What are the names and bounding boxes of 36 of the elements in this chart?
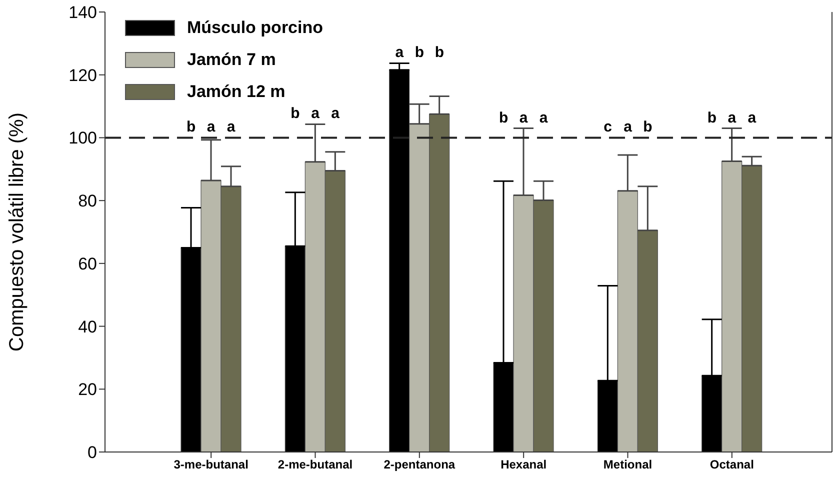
x-tick-label: Octanal xyxy=(710,458,754,472)
legend-label: Jamón 12 m xyxy=(187,82,286,102)
annotation: b xyxy=(707,109,717,126)
x-tick-label: 3-me-butanal xyxy=(174,458,248,472)
annotation: a xyxy=(519,109,528,126)
annotation: a xyxy=(748,109,757,126)
x-tick-label: 2-me-butanal xyxy=(278,458,353,472)
y-tick-label: 60 xyxy=(78,254,97,274)
x-tick-label: Hexanal xyxy=(500,458,547,472)
annotation: a xyxy=(331,105,340,122)
legend-label: Músculo porcino xyxy=(187,18,323,38)
annotation: b xyxy=(186,118,196,136)
x-tick-label: Metional xyxy=(603,458,652,472)
annotation: a xyxy=(206,118,216,136)
y-axis-title: Compuesto volátil libre (%) xyxy=(6,112,28,352)
y-tick-label: 80 xyxy=(78,192,97,211)
y-tick-label: 140 xyxy=(68,3,97,22)
x-tick-label: 2-pentanona xyxy=(384,458,456,472)
y-tick-label: 120 xyxy=(68,66,97,85)
y-tick-label: 40 xyxy=(78,317,97,336)
annotation: a xyxy=(539,109,548,126)
annotation: a xyxy=(395,44,404,62)
legend-label: Jamón 7 m xyxy=(187,50,276,70)
annotation: a xyxy=(728,109,737,126)
annotation: b xyxy=(498,109,508,126)
annotation: c xyxy=(604,118,612,136)
annotation: b xyxy=(414,44,424,62)
y-tick-label: 20 xyxy=(78,380,97,400)
annotation: b xyxy=(434,44,444,62)
y-tick-label: 0 xyxy=(88,443,97,462)
annotation: a xyxy=(226,118,236,136)
annotation: b xyxy=(290,105,300,122)
y-tick-label: 100 xyxy=(68,128,97,148)
annotation: b xyxy=(643,118,652,136)
annotation: a xyxy=(624,118,633,136)
annotation: a xyxy=(311,105,320,122)
